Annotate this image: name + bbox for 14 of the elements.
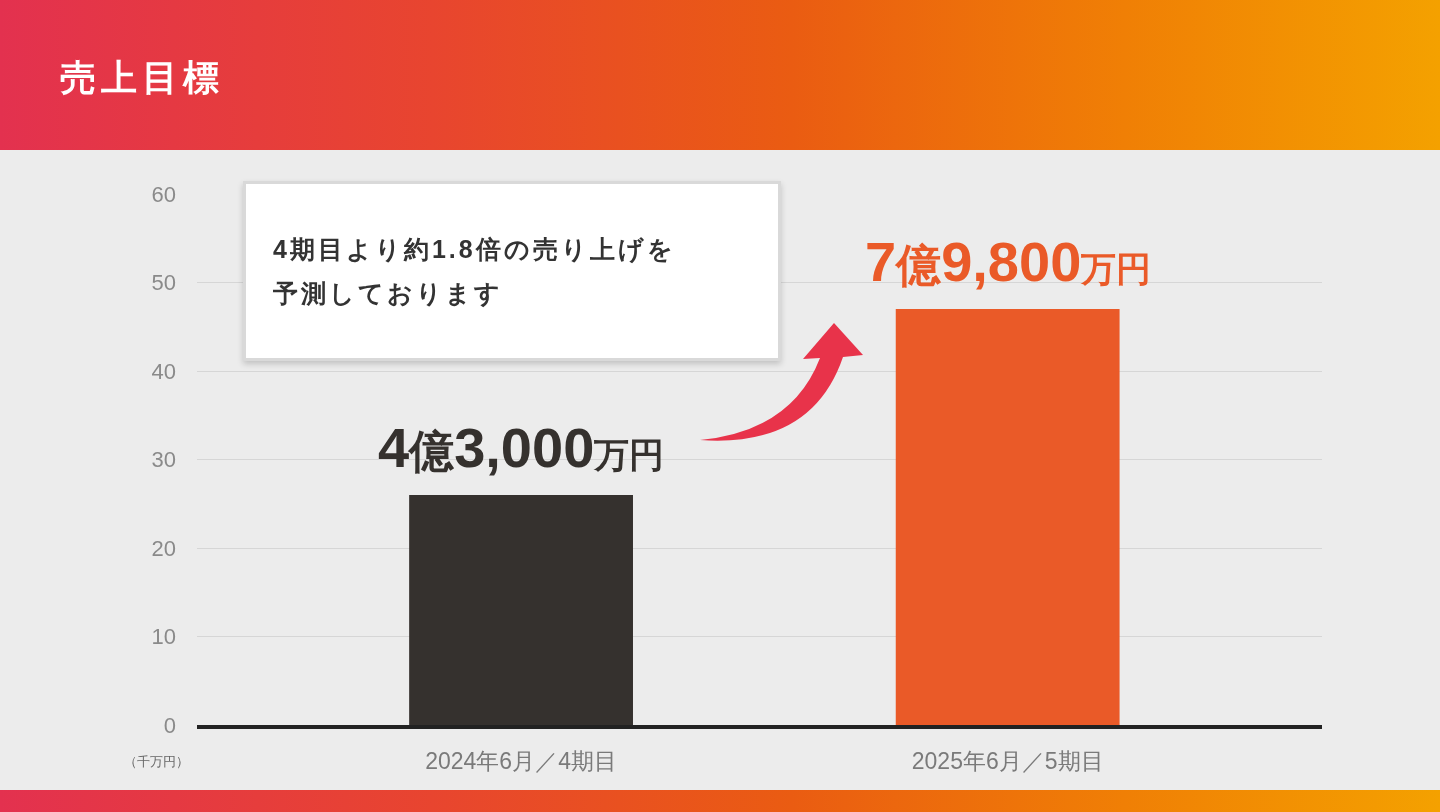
annotation: 7億9,800万円 — [865, 230, 1152, 293]
y-axis-title: （千万円） — [124, 754, 189, 769]
annotation: 4億3,000万円 — [378, 416, 665, 479]
y-tick-label: 60 — [151, 181, 176, 207]
y-tick-label: 10 — [151, 624, 176, 650]
y-tick-label: 20 — [151, 535, 176, 561]
chart-title: 売上目標 — [60, 56, 224, 100]
annotation: 4期目より約1.8倍の売り上げを予測しております — [273, 234, 677, 309]
y-tick-label: 30 — [151, 447, 176, 473]
y-tick-label: 40 — [151, 358, 176, 384]
y-tick-label: 50 — [151, 270, 176, 296]
y-tick-label: 0 — [163, 712, 176, 738]
x-tick-label: 2025年6月／5期目 — [911, 747, 1104, 774]
x-tick-label: 2024年6月／4期目 — [425, 747, 617, 774]
